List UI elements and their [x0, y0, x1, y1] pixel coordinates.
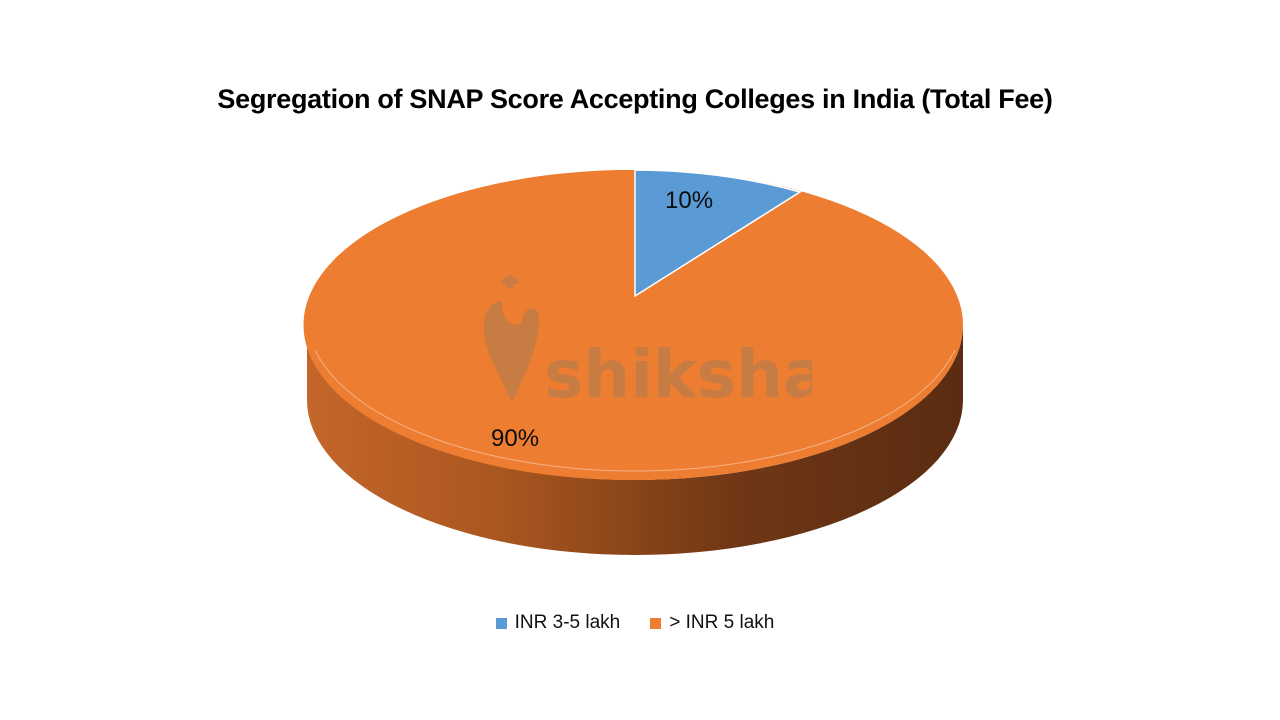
data-label-10: 10% — [665, 187, 714, 214]
data-label-90: 90% — [491, 425, 540, 452]
legend-swatch-orange — [650, 617, 662, 629]
chart-legend: INR 3-5 lakh > INR 5 lakh — [0, 612, 1270, 634]
pie-top — [307, 170, 963, 480]
legend-label: INR 3-5 lakh — [514, 612, 621, 633]
pie-rim-highlight — [314, 349, 956, 472]
shiksha-watermark-icon: shiksha — [483, 275, 812, 412]
pie-slice-3-5-lakh[interactable] — [634, 169, 802, 298]
legend-label: > INR 5 lakh — [669, 612, 775, 633]
pie-side-wall — [307, 325, 963, 555]
chart-title: Segregation of SNAP Score Accepting Coll… — [217, 84, 1053, 114]
legend-item-above-5-lakh[interactable]: > INR 5 lakh — [650, 612, 774, 634]
legend-item-3-5-lakh[interactable]: INR 3-5 lakh — [495, 612, 621, 634]
svg-text:shiksha: shiksha — [544, 336, 812, 412]
legend-swatch-blue — [495, 617, 507, 629]
